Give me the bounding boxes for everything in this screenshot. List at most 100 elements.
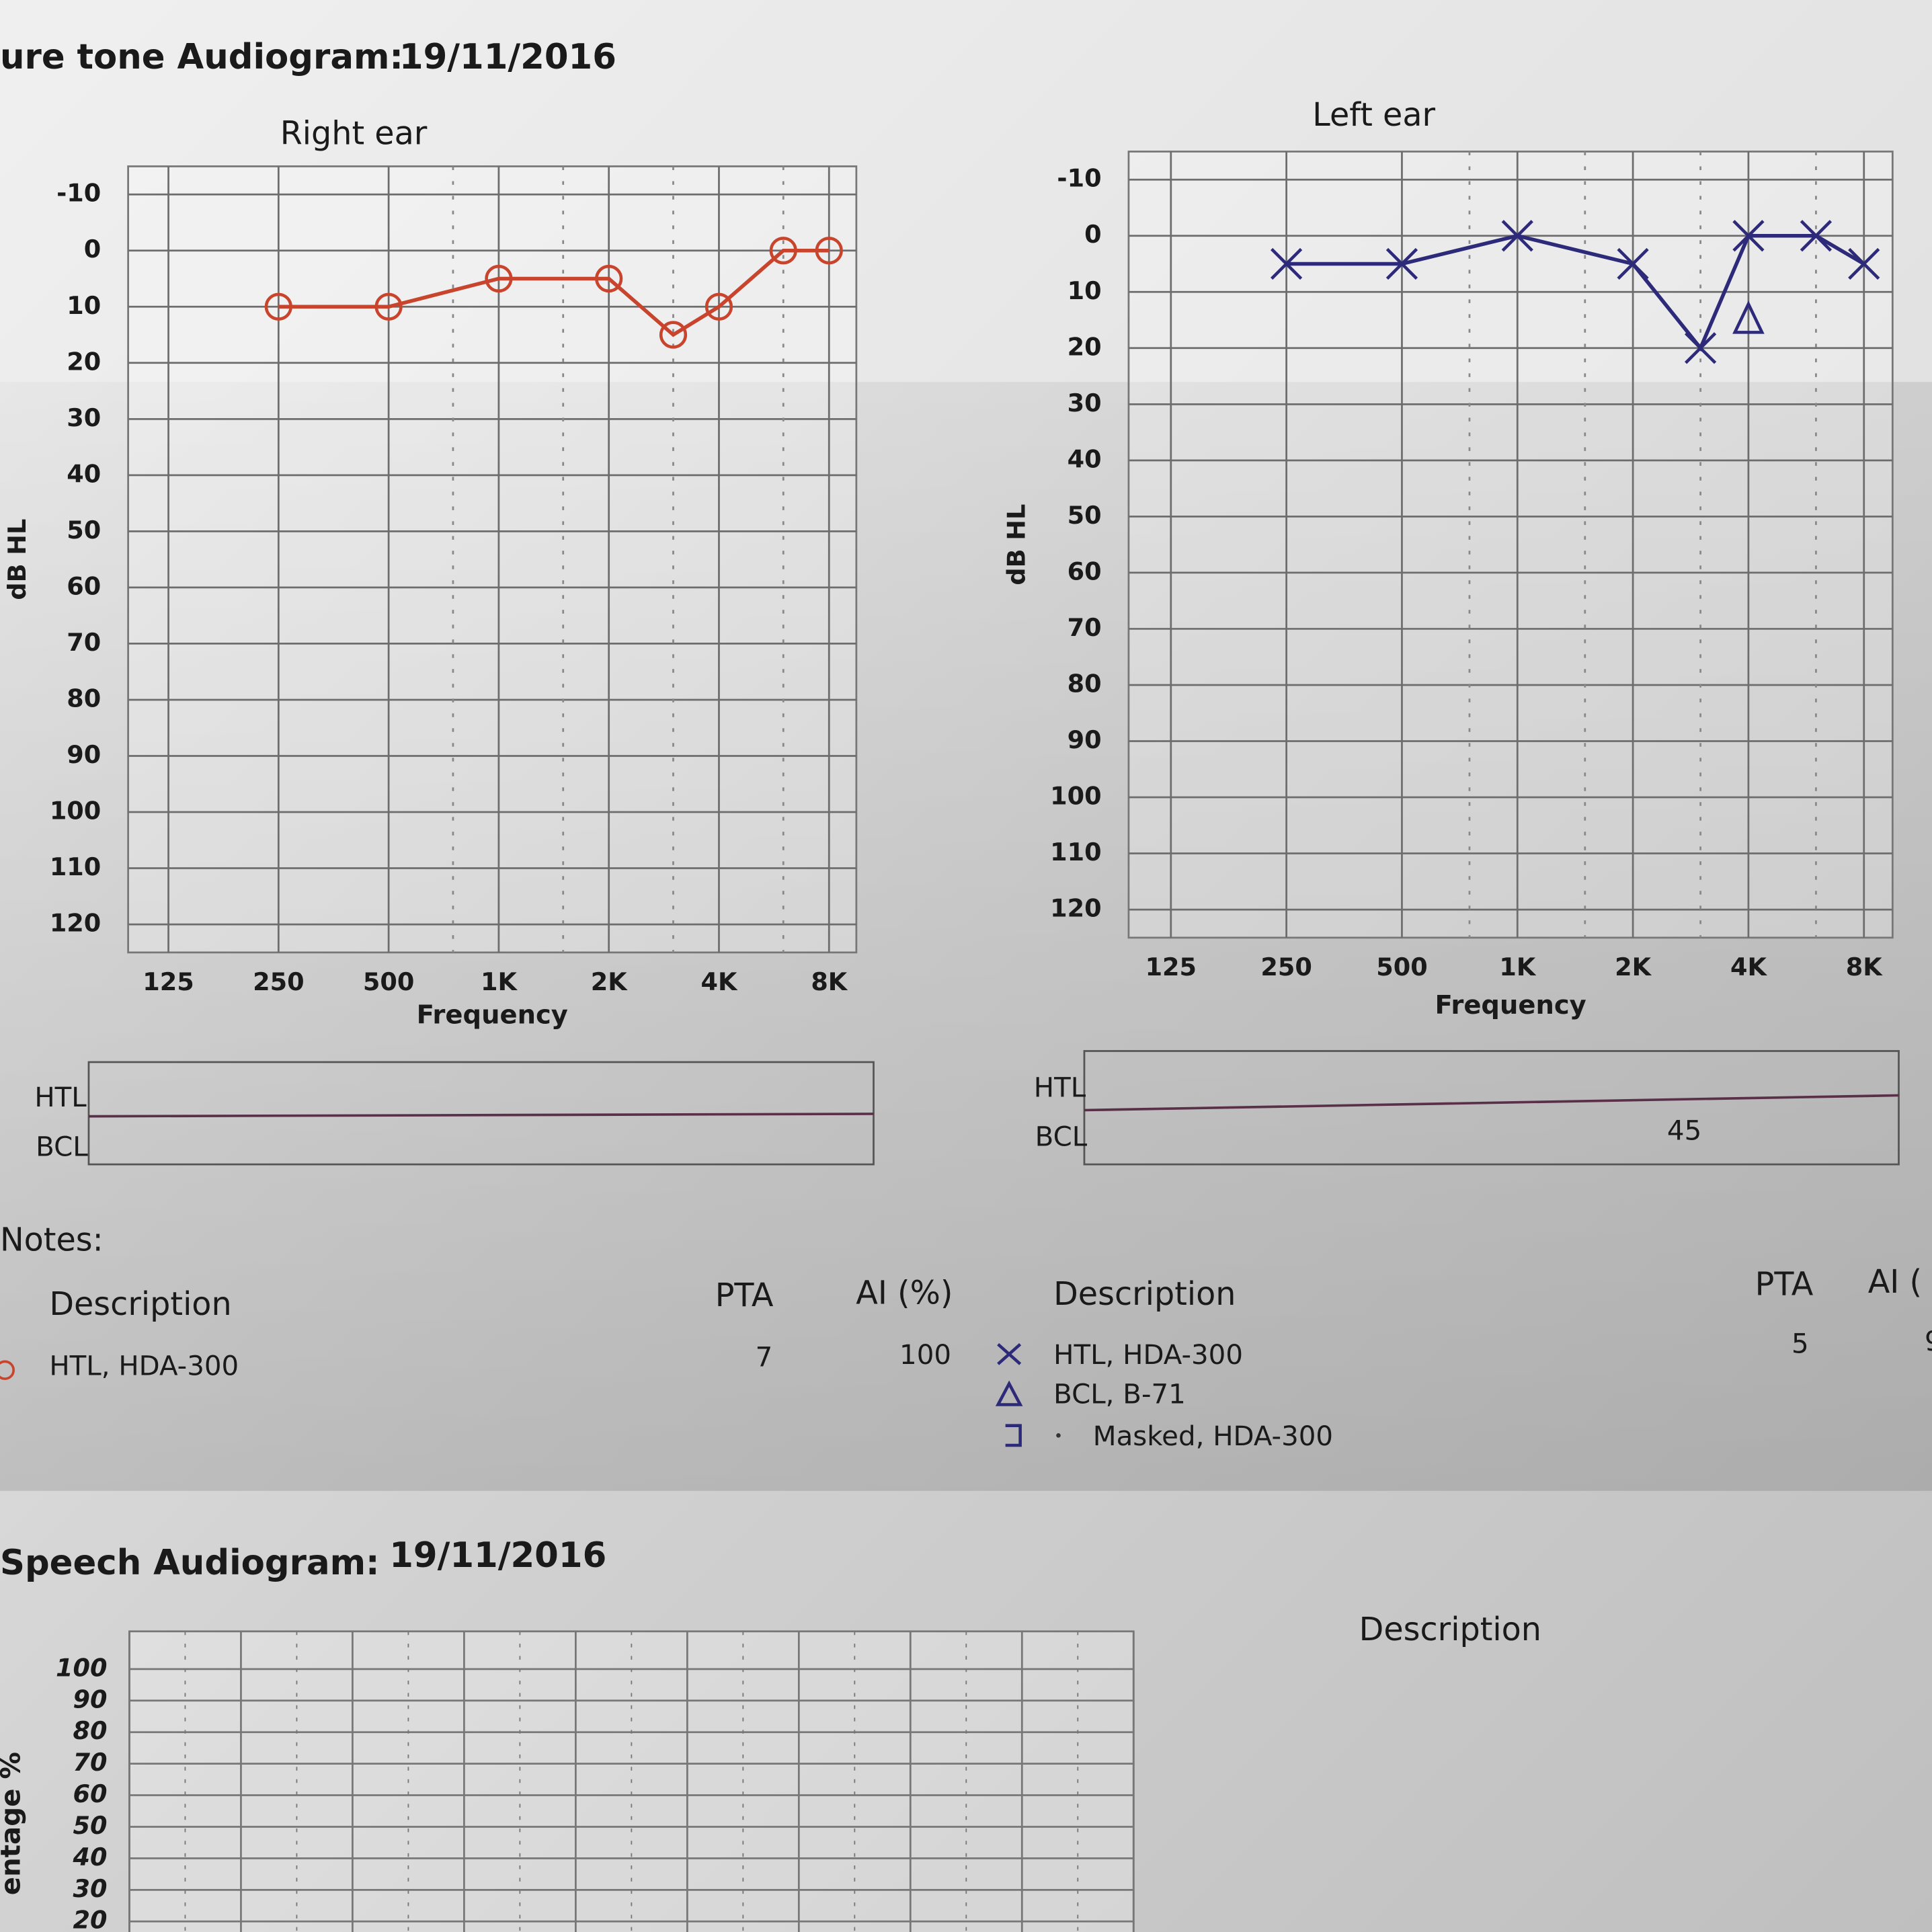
note-description: Masked, HDA-300 bbox=[1093, 1420, 1333, 1452]
marker-x bbox=[1271, 247, 1303, 280]
x-tick-label: 500 bbox=[1376, 953, 1427, 981]
marker-circle bbox=[485, 264, 513, 293]
marker-x bbox=[1501, 220, 1533, 252]
plot-area bbox=[1127, 151, 1894, 939]
marker-x bbox=[1732, 220, 1765, 252]
legend-symbol-circle bbox=[0, 1360, 15, 1380]
note-pta: 7 bbox=[756, 1342, 773, 1373]
column-header: Description bbox=[1053, 1276, 1236, 1313]
y-axis-label: dB HL bbox=[1002, 504, 1031, 586]
marker-circle bbox=[595, 264, 623, 293]
y-tick-label: 100 bbox=[56, 1653, 107, 1682]
y-tick-label: 120 bbox=[1050, 894, 1101, 923]
marker-triangle bbox=[1732, 300, 1765, 334]
speech-title: Speech Audiogram: bbox=[0, 1543, 380, 1583]
column-header: AI ( bbox=[1868, 1264, 1922, 1301]
box-divider bbox=[88, 1113, 874, 1118]
column-header: AI (%) bbox=[856, 1275, 953, 1312]
y-tick-label: 90 bbox=[1068, 725, 1102, 754]
note-ai: 100 bbox=[899, 1339, 951, 1371]
y-tick-label: 100 bbox=[50, 797, 101, 826]
marker-circle bbox=[815, 237, 843, 265]
y-tick-label: 120 bbox=[50, 909, 101, 938]
level-box-right: HTL BCL bbox=[34, 1061, 875, 1166]
x-tick-label: 1K bbox=[1499, 953, 1536, 981]
row-label: HTL bbox=[34, 1082, 87, 1113]
marker-x bbox=[1684, 332, 1717, 364]
speech-y-label: entage % bbox=[0, 1752, 26, 1895]
y-tick-label: 0 bbox=[84, 235, 101, 264]
notes-title: Notes: bbox=[0, 1222, 104, 1259]
x-tick-label: 125 bbox=[1145, 953, 1197, 981]
y-tick-label: 20 bbox=[1068, 332, 1102, 361]
column-header: Description bbox=[49, 1286, 231, 1323]
note-pta: 5 bbox=[1792, 1328, 1809, 1360]
page-title: ure tone Audiogram: bbox=[0, 37, 403, 77]
x-tick-label: 125 bbox=[143, 967, 194, 996]
box-frame bbox=[87, 1061, 875, 1166]
x-tick-label: 4K bbox=[701, 967, 738, 996]
audiogram-chart: Left ear Frequency dB HL -10 0 10 20 30 40 50 60 70… bbox=[1002, 97, 1894, 1020]
note-description: HTL, HDA-300 bbox=[49, 1351, 239, 1382]
box-divider bbox=[1084, 1094, 1899, 1112]
y-tick-label: 10 bbox=[67, 291, 101, 320]
y-axis-label: dB HL bbox=[3, 519, 32, 600]
y-tick-label: 90 bbox=[73, 1685, 107, 1714]
marker-circle bbox=[705, 292, 733, 321]
y-tick-label: 90 bbox=[67, 740, 101, 769]
y-tick-label: 40 bbox=[1068, 444, 1102, 473]
legend-symbol-dot bbox=[1056, 1433, 1061, 1438]
marker-circle bbox=[659, 321, 688, 349]
y-tick-label: 0 bbox=[1084, 220, 1101, 249]
box-frame bbox=[1083, 1050, 1900, 1166]
series-line bbox=[1286, 233, 1865, 352]
y-tick-label: 70 bbox=[1068, 613, 1102, 642]
marker-x bbox=[1617, 247, 1649, 280]
y-tick-label: 50 bbox=[67, 516, 101, 545]
y-tick-label: 40 bbox=[72, 1843, 107, 1871]
x-tick-label: 2K bbox=[591, 967, 628, 996]
y-tick-label: -10 bbox=[1057, 164, 1101, 193]
plot-area bbox=[127, 165, 858, 954]
chart-title: Right ear bbox=[280, 116, 428, 153]
marker-circle bbox=[769, 237, 797, 265]
row-label: BCL bbox=[1035, 1121, 1088, 1153]
row-label: BCL bbox=[36, 1131, 88, 1162]
marker-x bbox=[1385, 247, 1418, 280]
y-tick-label: 20 bbox=[73, 1906, 107, 1932]
y-tick-label: 30 bbox=[73, 1874, 107, 1903]
x-tick-label: 2K bbox=[1615, 953, 1652, 981]
paper-fold-light bbox=[0, 0, 1932, 383]
column-header: PTA bbox=[1755, 1266, 1814, 1303]
marker-circle bbox=[264, 292, 292, 321]
marker-x bbox=[1800, 220, 1833, 252]
x-tick-label: 250 bbox=[253, 967, 304, 996]
y-tick-label: 100 bbox=[1050, 782, 1101, 811]
paper-fold-shade bbox=[0, 382, 1932, 1491]
page-date: 19/11/2016 bbox=[399, 37, 616, 77]
x-axis-label: Frequency bbox=[417, 1000, 568, 1031]
y-tick-label: 30 bbox=[67, 403, 101, 432]
x-axis-label: Frequency bbox=[1435, 990, 1586, 1020]
note-description: BCL, B-71 bbox=[1053, 1379, 1186, 1410]
x-tick-label: 4K bbox=[1730, 953, 1767, 981]
y-tick-label: 10 bbox=[1068, 276, 1102, 305]
x-tick-label: 500 bbox=[363, 967, 414, 996]
x-tick-label: 8K bbox=[811, 967, 848, 996]
y-tick-label: 50 bbox=[73, 1811, 107, 1840]
column-header: PTA bbox=[715, 1277, 774, 1314]
y-tick-label: 60 bbox=[67, 571, 101, 600]
y-tick-label: 50 bbox=[1068, 501, 1102, 530]
legend-symbol-triangle bbox=[995, 1380, 1023, 1406]
y-tick-label: 80 bbox=[73, 1716, 107, 1745]
x-tick-label: 250 bbox=[1260, 953, 1312, 981]
marker-x bbox=[1848, 247, 1880, 280]
y-tick-label: 20 bbox=[67, 347, 101, 376]
series-line bbox=[278, 248, 830, 337]
note-ai: 9 bbox=[1925, 1326, 1932, 1357]
y-tick-label: -10 bbox=[56, 179, 101, 208]
y-tick-label: 30 bbox=[1068, 389, 1102, 417]
chart-title: Left ear bbox=[1312, 97, 1435, 134]
